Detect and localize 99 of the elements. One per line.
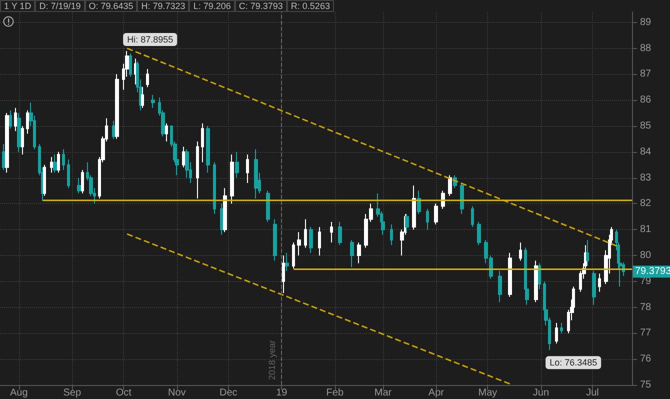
candlestick: [508, 252, 512, 298]
candlestick: [498, 270, 502, 303]
candlestick: [67, 159, 70, 189]
text: H: 79.7323: [137, 0, 190, 12]
x-tick-label: Mar: [374, 388, 392, 398]
candlestick: [196, 141, 199, 199]
text: C: 79.3793: [234, 0, 287, 12]
x-tick-label: Feb: [326, 388, 344, 398]
candlestick: [223, 188, 227, 233]
candlestick: [350, 239, 354, 268]
candlestick: [555, 322, 558, 344]
candlestick: [266, 190, 270, 222]
candlestick: [534, 260, 538, 303]
candlestick: [434, 203, 438, 225]
candlestick: [292, 242, 295, 269]
candlestick: [134, 58, 137, 86]
y-tick-label: 81: [640, 224, 652, 236]
y-tick-label: 88: [640, 42, 652, 54]
ref-line-label: 2018 year: [267, 340, 278, 380]
candlestick: [304, 218, 307, 248]
candlestick: [460, 182, 464, 215]
candlestick: [5, 112, 9, 174]
candlestick: [471, 206, 474, 228]
candlestick: [115, 74, 119, 140]
candlestick: [213, 162, 216, 215]
candlestick: [448, 174, 452, 196]
candlestick: [357, 242, 361, 264]
y-tick-label: 85: [640, 120, 652, 132]
x-tick-label: Jun: [532, 388, 550, 398]
text: R: 0.5263: [286, 0, 334, 12]
x-tick-label: Dec: [220, 388, 238, 398]
y-tick-label: 82: [640, 198, 652, 210]
candlestick: [21, 125, 24, 155]
candlestick: [254, 148, 258, 199]
candlestick: [2, 144, 5, 171]
x-tick-label: Oct: [116, 388, 132, 398]
candlestick: [412, 185, 416, 230]
candlestick: [146, 68, 149, 88]
candlestick: [592, 270, 596, 306]
candlestick: [297, 232, 301, 256]
candlestick: [230, 154, 234, 204]
x-tick-label: May: [478, 388, 498, 398]
x-tick-label: Jul: [586, 388, 599, 398]
y-tick-label: 89: [640, 16, 652, 28]
candlestick: [477, 221, 481, 246]
candlestick: [246, 154, 249, 184]
annotation: Hi: 87.8955: [127, 34, 174, 44]
y-tick-label: 78: [640, 302, 652, 313]
candlestick: [9, 110, 12, 130]
candlestick: [50, 156, 53, 174]
text: D: 7/19/19: [35, 0, 85, 12]
x-tick-label: 19: [276, 388, 288, 398]
x-tick-label: Nov: [168, 388, 186, 398]
candlestick: [417, 190, 421, 215]
y-tick-label: 76: [640, 354, 652, 365]
candlestick: [538, 262, 541, 290]
candlestick: [390, 224, 393, 246]
candlestick: [77, 177, 81, 194]
y-tick-label: 87: [640, 68, 652, 80]
candlestick: [62, 148, 65, 171]
candlestick: [17, 112, 21, 152]
x-tick-label: Sep: [63, 388, 82, 398]
candlestick: [560, 322, 563, 334]
text: 1 Y 1D: [0, 0, 36, 12]
candlestick: [309, 226, 313, 254]
y-tick-label: 84: [640, 146, 652, 158]
y-tick-label: 80: [640, 250, 652, 261]
candlestick: [81, 170, 84, 194]
candlestick: [282, 254, 285, 294]
candlestick: [129, 52, 132, 78]
text: O: 79.6435: [84, 0, 138, 12]
candlestick: [318, 226, 321, 256]
annotation: Lo: 76.3485: [550, 358, 598, 368]
candlestick: [220, 203, 223, 236]
candlestick: [426, 208, 429, 230]
candlestick: [151, 94, 155, 108]
text: L: 79.206: [189, 0, 235, 12]
candlestick: [586, 239, 589, 266]
candlestick: [285, 252, 289, 272]
y-tick-label: 77: [640, 328, 652, 339]
candlestick: [53, 154, 57, 174]
y-tick-label: 83: [640, 172, 652, 184]
candlestick: [206, 125, 210, 174]
candlestick: [273, 218, 277, 262]
candlestick: [57, 151, 60, 174]
candlestick: [338, 221, 342, 246]
candlestick: [519, 242, 522, 262]
candlestick: [165, 122, 168, 142]
candlestick: [235, 151, 239, 178]
candlestick: [14, 107, 17, 132]
candlestick: [112, 120, 115, 140]
x-tick-label: Apr: [428, 388, 445, 398]
candlestick: [26, 110, 29, 134]
x-tick-label: Aug: [10, 388, 28, 398]
y-tick-label: 86: [640, 94, 652, 106]
candlestick: [598, 273, 601, 292]
candlestick: [330, 221, 333, 244]
y-tick-label: 75: [640, 380, 652, 390]
candlestick: [201, 122, 204, 163]
